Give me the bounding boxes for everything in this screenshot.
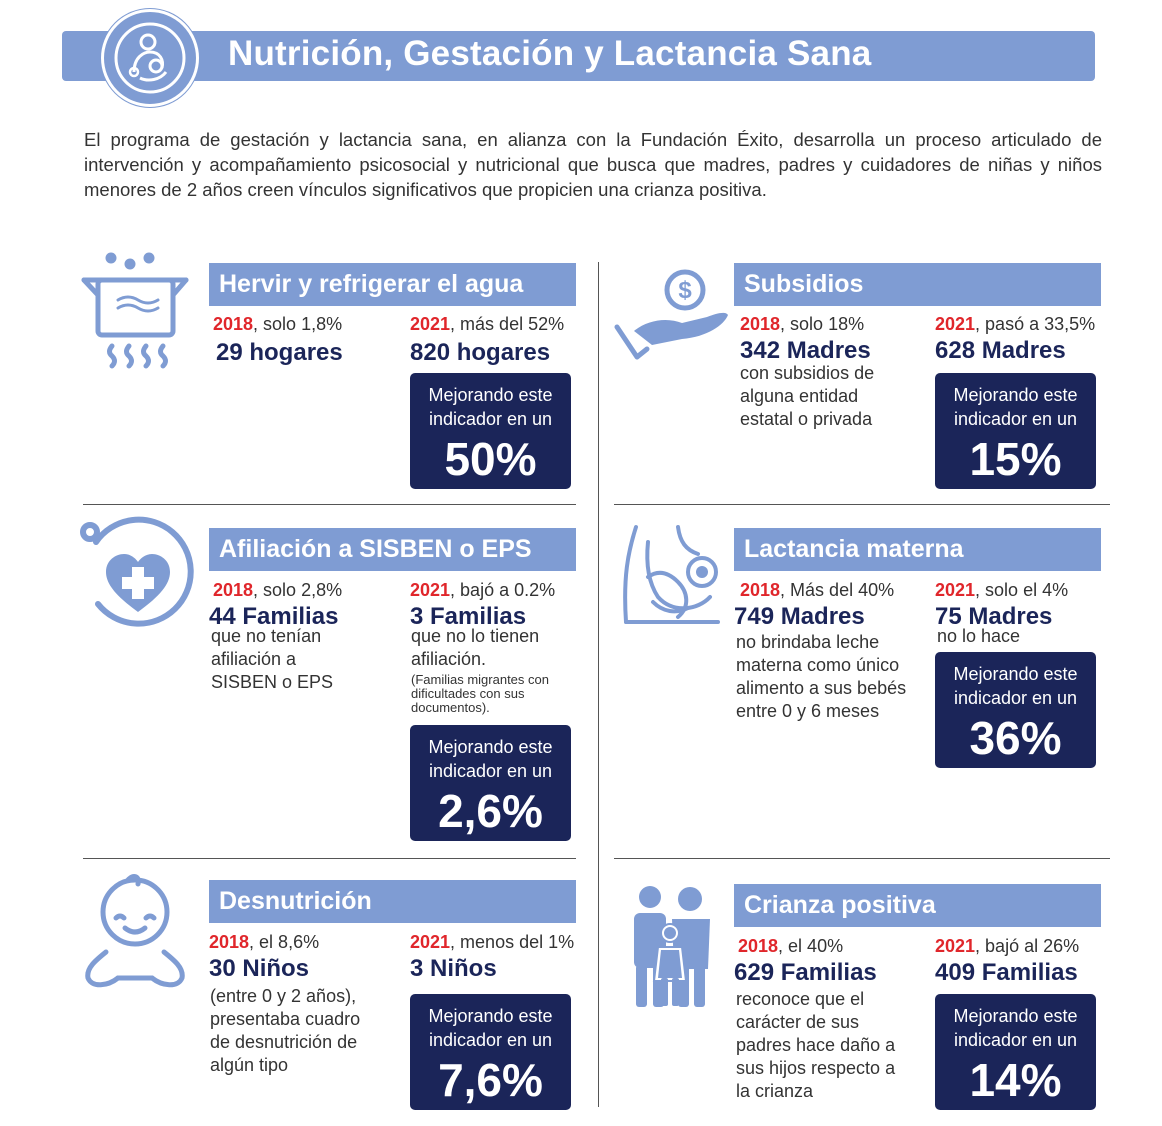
indicator-box: Mejorando este indicador en un 14%: [935, 994, 1096, 1110]
value-2018: 29 hogares: [216, 339, 343, 366]
year-2021-text: , bajó a 0.2%: [450, 580, 556, 600]
value-2018: 749 Madres: [734, 603, 865, 630]
horizontal-divider: [614, 504, 1110, 505]
year-2018-text: , el 8,6%: [249, 932, 320, 952]
year-2021: 2021: [410, 314, 451, 334]
horizontal-divider: [614, 858, 1110, 859]
hand-coin-icon: $: [614, 269, 728, 360]
description-2018: reconoce que el carácter de sus padres h…: [736, 989, 896, 1101]
value-2021: 820 hogares: [410, 339, 551, 366]
year-2021-text: , bajó al 26%: [975, 936, 1080, 956]
indicator-value: 36%: [969, 712, 1062, 764]
indicator-label: Mejorando este indicador en un: [428, 385, 553, 429]
year-2018-line: 2018, Más del 40%: [740, 580, 894, 601]
indicator-value: 7,6%: [438, 1054, 543, 1106]
section-title-crianza: Crianza positiva: [734, 884, 1101, 927]
description-2021: no lo hace: [937, 626, 1021, 646]
value-2018: 30 Niños: [209, 955, 310, 982]
year-2021: 2021: [935, 580, 976, 600]
indicator-box: Mejorando este indicador en un 2,6%: [410, 725, 571, 841]
section-title-hervir: Hervir y refrigerar el agua: [209, 263, 576, 306]
indicator-label: Mejorando este indicador en un: [428, 737, 553, 781]
vertical-divider: [598, 262, 599, 1107]
year-2021-text: , pasó a 33,5%: [975, 314, 1096, 334]
value-2021: 3 Familias: [410, 603, 527, 630]
year-2018-text: , solo 18%: [780, 314, 865, 334]
year-2021-text: , menos del 1%: [450, 932, 575, 952]
title-bar: [62, 31, 1095, 81]
indicator-box: Mejorando este indicador en un 36%: [935, 652, 1096, 768]
description-2021: que no lo tienen afiliación.: [411, 626, 540, 669]
page-title: Nutrición, Gestación y Lactancia Sana: [228, 34, 872, 73]
year-2021: 2021: [935, 936, 976, 956]
year-2018: 2018: [740, 314, 781, 334]
footnote-migrantes: (Familias migrantes con dificultades con…: [411, 672, 549, 715]
year-2018-line: 2018, el 8,6%: [209, 932, 319, 953]
baby-icon: [85, 874, 185, 988]
indicator-label: Mejorando este indicador en un: [953, 1006, 1078, 1050]
value-2021: 409 Familias: [935, 959, 1078, 986]
boiling-pot-icon: [81, 252, 189, 369]
intro-paragraph: El programa de gestación y lactancia san…: [84, 129, 1102, 200]
year-2021-text: , solo el 4%: [975, 580, 1069, 600]
year-2021: 2021: [410, 932, 451, 952]
indicator-value: 15%: [969, 433, 1062, 485]
description-2018: con subsidios de alguna entidad estatal …: [740, 363, 875, 429]
year-2018-line: 2018, solo 2,8%: [213, 580, 342, 601]
value-2018: 44 Familias: [209, 603, 339, 630]
year-2018: 2018: [738, 936, 779, 956]
section-title-desnutricion: Desnutrición: [209, 880, 576, 923]
year-2021-line: 2021, bajó al 26%: [935, 936, 1079, 957]
year-2018: 2018: [209, 932, 250, 952]
year-2021-line: 2021, menos del 1%: [410, 932, 574, 953]
indicator-value: 14%: [969, 1054, 1062, 1106]
year-2021-line: 2021, pasó a 33,5%: [935, 314, 1095, 335]
description-2018: no brindaba leche materna como único ali…: [736, 632, 907, 721]
section-title-lactancia: Lactancia materna: [734, 528, 1101, 571]
section-title-afiliacion: Afiliación a SISBEN o EPS: [209, 528, 576, 571]
year-2021: 2021: [935, 314, 976, 334]
year-2018-line: 2018, solo 1,8%: [213, 314, 342, 335]
indicator-label: Mejorando este indicador en un: [428, 1006, 553, 1050]
year-2018-text: , el 40%: [778, 936, 844, 956]
breastfeeding-icon: [623, 525, 720, 624]
year-2018: 2018: [213, 314, 254, 334]
year-2018-text: , Más del 40%: [780, 580, 895, 600]
year-2021: 2021: [410, 580, 451, 600]
year-2018-line: 2018, el 40%: [738, 936, 843, 957]
value-2018: 342 Madres: [740, 337, 871, 364]
year-2018: 2018: [740, 580, 781, 600]
description-2018: que no tenían afiliación a SISBEN o EPS: [211, 626, 334, 692]
value-2021: 628 Madres: [935, 337, 1066, 364]
year-2018: 2018: [213, 580, 254, 600]
health-heart-icon: [80, 516, 194, 627]
year-2021-line: 2021, más del 52%: [410, 314, 564, 335]
year-2018-text: , solo 2,8%: [253, 580, 343, 600]
value-2021: 75 Madres: [935, 603, 1053, 630]
year-2018-line: 2018, solo 18%: [740, 314, 864, 335]
value-2021: 3 Niños: [410, 955, 497, 982]
indicator-value: 50%: [444, 433, 537, 485]
indicator-box: Mejorando este indicador en un 50%: [410, 373, 571, 489]
family-icon: [634, 886, 710, 1007]
indicator-value: 2,6%: [438, 785, 543, 837]
year-2018-text: , solo 1,8%: [253, 314, 343, 334]
horizontal-divider: [83, 504, 576, 505]
year-2021-text: , más del 52%: [450, 314, 565, 334]
horizontal-divider: [83, 858, 576, 859]
year-2021-line: 2021, bajó a 0.2%: [410, 580, 555, 601]
section-title-subsidios: Subsidios: [734, 263, 1101, 306]
indicator-label: Mejorando este indicador en un: [953, 664, 1078, 708]
svg-text:$: $: [678, 277, 692, 304]
indicator-box: Mejorando este indicador en un 7,6%: [410, 994, 571, 1110]
indicator-box: Mejorando este indicador en un 15%: [935, 373, 1096, 489]
mother-baby-icon: [101, 9, 199, 107]
indicator-label: Mejorando este indicador en un: [953, 385, 1078, 429]
year-2021-line: 2021, solo el 4%: [935, 580, 1068, 601]
description-2018: (entre 0 y 2 años), presentaba cuadro de…: [210, 986, 361, 1075]
value-2018: 629 Familias: [734, 959, 877, 986]
